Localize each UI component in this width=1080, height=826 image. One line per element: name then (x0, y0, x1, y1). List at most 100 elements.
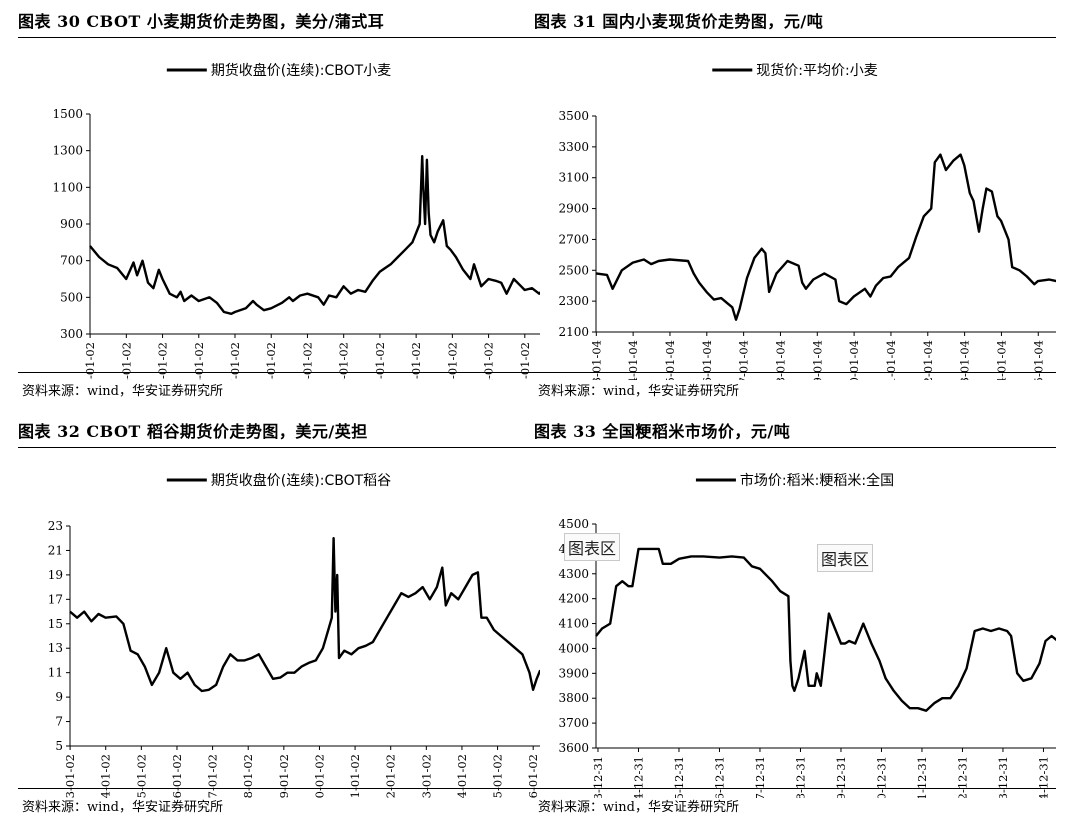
y-tick-label: 19 (48, 568, 63, 582)
x-tick-label: 2023-01-02 (445, 342, 459, 380)
x-tick-label: 2015-01-02 (156, 342, 170, 380)
y-tick-label: 3300 (558, 140, 589, 154)
y-tick-label: 13 (48, 641, 63, 655)
x-tick-label: 2014-01-02 (99, 754, 113, 798)
x-tick-label: 2015-12-31 (672, 756, 686, 798)
y-tick-label: 1500 (52, 107, 83, 121)
panel-japonica-rice: 图表 33 全国粳稻米市场价，元/吨 市场价:稻米:粳稻米:全国 3600 3700… (534, 418, 1056, 826)
x-tick-label: 2026-01-02 (526, 754, 540, 798)
chart-japonica-rice: 市场价:稻米:粳稻米:全国 3600 3700 3800 3900 4000 4100 420… (558, 472, 1056, 798)
x-tick-label: 2018-01-02 (241, 754, 255, 798)
chart-area-label: 图表区 (817, 544, 874, 572)
y-tick-label: 7 (55, 715, 63, 729)
y-tick-label: 21 (48, 543, 63, 557)
x-tick-label: 2018-01-04 (773, 340, 787, 380)
x-tick-label: 2021-01-02 (373, 342, 387, 380)
x-tick-label: 2020-01-04 (847, 340, 861, 380)
x-tick-label: 2019-12-31 (834, 756, 848, 798)
panel-wheat-spot: 图表 31 国内小麦现货价走势图，元/吨 现货价:平均价:小麦 2100 2300 2… (534, 8, 1056, 402)
legend-label: 期货收盘价(连续):CBOT稻谷 (211, 472, 391, 489)
title-rule (534, 37, 1056, 38)
x-tick-label: 2020-01-02 (312, 754, 326, 798)
y-tick-label: 3500 (558, 109, 589, 123)
y-tick-label: 5 (55, 739, 63, 753)
x-tick-label: 2015-01-04 (663, 340, 677, 380)
series-line (595, 547, 1056, 712)
x-tick-label: 2024-01-04 (994, 340, 1008, 380)
y-tick-label: 1100 (52, 180, 83, 194)
x-tick-label: 2025-01-02 (491, 754, 505, 798)
y-tick-label: 500 (60, 290, 83, 304)
title-rule (18, 37, 540, 38)
y-tick-label: 9 (55, 690, 63, 704)
y-tick-label: 3800 (558, 691, 589, 705)
panel-wheat-futures: 图表 30 CBOT 小麦期货价走势图，美分/蒲式耳 期货收盘价(连续):CBO… (18, 8, 540, 402)
y-tick-label: 3700 (558, 716, 589, 730)
y-tick-label: 17 (48, 592, 63, 606)
x-tick-label: 2019-01-04 (810, 340, 824, 380)
x-tick-label: 2025-01-04 (1031, 340, 1045, 380)
legend-label: 市场价:稻米:粳稻米:全国 (740, 472, 894, 489)
x-tick-label: 2017-01-02 (206, 754, 220, 798)
x-tick-label: 2024-12-31 (1036, 756, 1050, 798)
y-tick-label: 11 (48, 666, 63, 680)
x-tick-label: 2017-01-02 (228, 342, 242, 380)
x-tick-label: 2020-01-02 (337, 342, 351, 380)
panel-title: 图表 31 国内小麦现货价走势图，元/吨 (534, 12, 824, 31)
x-tick-label: 2024-01-02 (455, 754, 469, 798)
x-tick-label: 2017-01-04 (737, 340, 751, 380)
x-tick-label: 2016-12-31 (712, 756, 726, 798)
x-tick-label: 2025-01-02 (518, 342, 532, 380)
x-tick-label: 2021-12-31 (915, 756, 929, 798)
x-tick-label: 2022-12-31 (955, 756, 969, 798)
x-tick-label: 2018-12-31 (793, 756, 807, 798)
x-tick-label: 2014-01-04 (626, 340, 640, 380)
source-note: 资料来源：wind，华安证券研究所 (538, 384, 739, 399)
x-tick-label: 2014-12-31 (631, 756, 645, 798)
source-rule (534, 788, 1056, 789)
x-tick-label: 2016-01-02 (170, 754, 184, 798)
panel-title: 图表 33 全国粳稻米市场价，元/吨 (534, 422, 791, 441)
x-tick-label: 2013-01-02 (63, 754, 77, 798)
source-rule (534, 372, 1056, 373)
x-tick-label: 2020-12-31 (874, 756, 888, 798)
y-tick-label: 1300 (52, 144, 83, 158)
series-line (89, 155, 540, 315)
x-tick-label: 2014-01-02 (119, 342, 133, 380)
x-tick-label: 2017-12-31 (753, 756, 767, 798)
x-tick-label: 2023-01-04 (958, 340, 972, 380)
y-tick-label: 900 (60, 217, 83, 231)
y-tick-label: 2500 (558, 263, 589, 277)
x-tick-label: 2013-01-02 (83, 342, 97, 380)
title-rule (18, 447, 540, 448)
panel-title: 图表 32 CBOT 稻谷期货价走势图，美元/英担 (18, 422, 368, 441)
chart-wheat-futures: 期货收盘价(连续):CBOT小麦 300 500 700 900 1100 1300 1500… (52, 62, 540, 380)
source-rule (18, 788, 540, 789)
panel-rice-futures: 图表 32 CBOT 稻谷期货价走势图，美元/英担 期货收盘价(连续):CBOT… (18, 418, 540, 826)
x-tick-label: 2021-01-04 (884, 340, 898, 380)
source-note: 资料来源：wind，华安证券研究所 (22, 384, 223, 399)
y-tick-label: 3100 (558, 171, 589, 185)
source-note: 资料来源：wind，华安证券研究所 (538, 800, 739, 815)
chart-area-label: 图表区 (564, 533, 621, 561)
y-tick-label: 300 (60, 327, 83, 341)
panel-title: 图表 30 CBOT 小麦期货价走势图，美分/蒲式耳 (18, 12, 385, 31)
y-tick-label: 3900 (558, 666, 589, 680)
chart-wheat-spot: 现货价:平均价:小麦 2100 2300 2500 2700 2900 3100 3300 35… (558, 62, 1056, 380)
x-tick-label: 2019-01-02 (277, 754, 291, 798)
x-tick-label: 2013-12-31 (591, 756, 605, 798)
y-tick-label: 2900 (558, 202, 589, 216)
y-tick-label: 2100 (558, 325, 589, 339)
legend-label: 现货价:平均价:小麦 (756, 62, 877, 79)
y-tick-label: 2700 (558, 232, 589, 246)
y-tick-label: 4100 (558, 617, 589, 631)
x-tick-label: 2015-01-02 (134, 754, 148, 798)
chart-rice-futures: 期货收盘价(连续):CBOT稻谷 5 7 9 11 13 15 17 19 21 23 2013-01… (48, 472, 540, 798)
x-tick-label: 2019-01-02 (300, 342, 314, 380)
legend-label: 期货收盘价(连续):CBOT小麦 (211, 62, 391, 79)
y-tick-label: 4300 (558, 567, 589, 581)
source-rule (18, 372, 540, 373)
y-tick-label: 2300 (558, 294, 589, 308)
y-tick-label: 23 (48, 519, 63, 533)
source-note: 资料来源：wind，华安证券研究所 (22, 800, 223, 815)
